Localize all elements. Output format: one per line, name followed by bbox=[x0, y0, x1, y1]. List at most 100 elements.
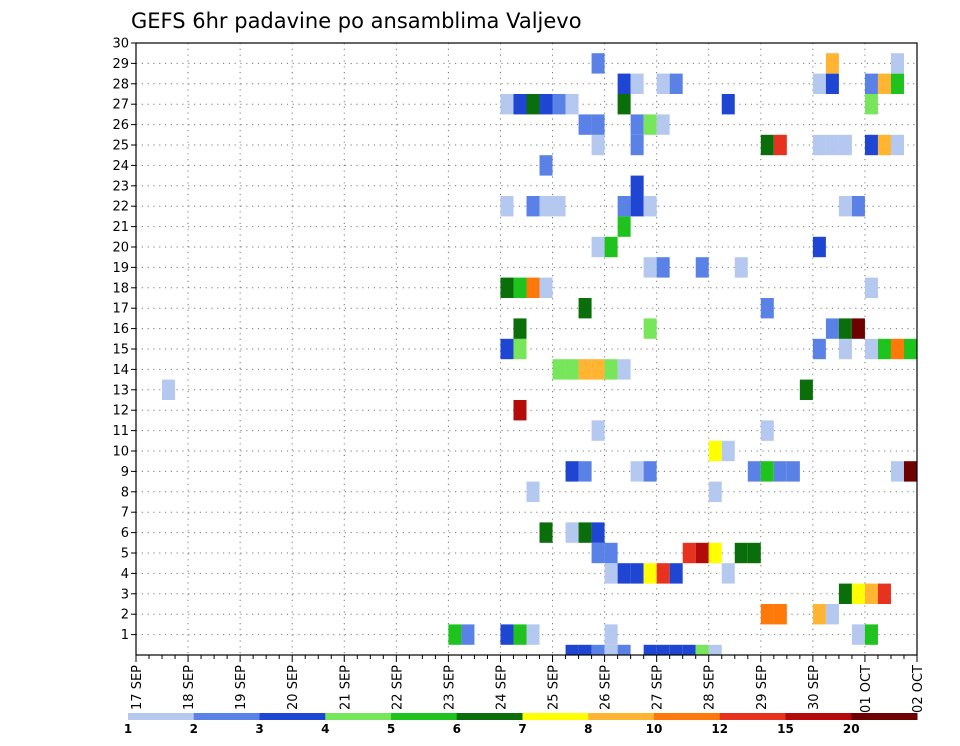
heatmap-cell bbox=[890, 134, 904, 156]
heatmap-cell bbox=[630, 461, 644, 482]
colorbar-swatch bbox=[851, 713, 918, 720]
colorbar-label: 7 bbox=[518, 722, 526, 736]
heatmap-cell bbox=[838, 318, 852, 339]
heatmap-cell bbox=[578, 114, 592, 135]
heatmap-cell bbox=[851, 624, 865, 645]
heatmap-cell bbox=[513, 94, 527, 115]
x-tick-label: 19 SEP bbox=[234, 665, 249, 710]
heatmap-cell bbox=[825, 604, 839, 625]
colorbar-swatch bbox=[522, 713, 589, 720]
y-axis: 1234567891011121314151617181920212223242… bbox=[112, 37, 136, 643]
y-tick-label: 18 bbox=[112, 281, 129, 296]
colorbar-swatch bbox=[193, 713, 260, 720]
heatmap-cell bbox=[513, 400, 527, 421]
x-tick-label: 27 SEP bbox=[651, 665, 666, 710]
colorbar-label: 2 bbox=[190, 722, 198, 736]
heatmap-cell bbox=[890, 53, 904, 74]
colorbar-swatch bbox=[719, 713, 786, 720]
heatmap-cell bbox=[812, 604, 826, 625]
x-tick-label: 25 SEP bbox=[547, 665, 562, 710]
y-tick-label: 9 bbox=[121, 465, 129, 480]
heatmap-cell bbox=[903, 461, 917, 482]
heatmap-cell bbox=[617, 73, 631, 94]
heatmap-cell bbox=[539, 94, 553, 115]
y-tick-label: 3 bbox=[121, 587, 129, 602]
heatmap-cell bbox=[864, 583, 878, 604]
heatmap-cell bbox=[669, 73, 683, 94]
heatmap-cell bbox=[565, 94, 579, 115]
y-tick-label: 20 bbox=[112, 241, 129, 256]
heatmap-cell bbox=[591, 542, 605, 564]
heatmap-cell bbox=[591, 359, 605, 380]
heatmap-cell bbox=[500, 624, 514, 645]
heatmap-cell bbox=[539, 155, 553, 176]
heatmap-cell bbox=[591, 134, 605, 156]
y-tick-label: 12 bbox=[112, 404, 129, 419]
colorbar-label: 6 bbox=[453, 722, 461, 736]
heatmap-cell bbox=[565, 644, 579, 655]
colorbar-label: 20 bbox=[843, 722, 860, 736]
heatmap-cell bbox=[500, 338, 514, 360]
heatmap-cell bbox=[643, 563, 657, 584]
y-tick-label: 2 bbox=[121, 608, 129, 623]
y-tick-label: 24 bbox=[112, 159, 129, 174]
heatmap-cell bbox=[591, 522, 605, 543]
x-tick-label: 29 SEP bbox=[755, 665, 770, 710]
heatmap-cell bbox=[877, 583, 891, 604]
heatmap-cell bbox=[604, 644, 618, 655]
y-tick-label: 16 bbox=[112, 322, 129, 337]
colorbar-label: 10 bbox=[646, 722, 663, 736]
heatmap-cell bbox=[565, 359, 579, 380]
heatmap-cell bbox=[500, 196, 514, 217]
colorbar-swatch bbox=[785, 713, 852, 720]
heatmap-cell bbox=[812, 73, 826, 94]
heatmap-cell bbox=[760, 461, 774, 482]
heatmap-cell bbox=[864, 134, 878, 156]
heatmap-cell bbox=[877, 134, 891, 156]
heatmap-cell bbox=[682, 542, 696, 564]
heatmap-cell bbox=[461, 624, 475, 645]
heatmap-cell bbox=[591, 644, 605, 655]
y-tick-label: 1 bbox=[121, 628, 129, 643]
heatmap-cell bbox=[747, 461, 761, 482]
heatmap-cell bbox=[864, 338, 878, 360]
x-tick-label: 18 SEP bbox=[182, 665, 197, 710]
heatmap-cell bbox=[513, 277, 527, 298]
heatmap-cell bbox=[734, 257, 748, 278]
heatmap-cell bbox=[760, 298, 774, 319]
colorbar-label: 12 bbox=[711, 722, 728, 736]
heatmap-cell bbox=[669, 563, 683, 584]
heatmap-cell bbox=[643, 461, 657, 482]
heatmap-cell bbox=[825, 134, 839, 156]
heatmap-cell bbox=[604, 563, 618, 584]
heatmap-cell bbox=[630, 196, 644, 217]
heatmap-cell bbox=[604, 542, 618, 564]
heatmap-cell bbox=[630, 114, 644, 135]
heatmap-cell bbox=[578, 359, 592, 380]
heatmap-cell bbox=[617, 644, 631, 655]
chart-title: GEFS 6hr padavine po ansamblima Valjevo bbox=[131, 9, 582, 33]
heatmap-cell bbox=[500, 277, 514, 298]
heatmap-cell bbox=[630, 73, 644, 94]
heatmap-cell bbox=[539, 522, 553, 543]
heatmap-cell bbox=[838, 134, 852, 156]
heatmap-cell bbox=[682, 644, 696, 655]
heatmap-cell bbox=[591, 53, 605, 74]
heatmap-cell bbox=[656, 73, 670, 94]
heatmap-cell bbox=[513, 318, 527, 339]
heatmap-cell bbox=[656, 257, 670, 278]
heatmap-cell bbox=[890, 338, 904, 360]
heatmap-cell bbox=[708, 542, 722, 564]
heatmap-cell bbox=[773, 461, 787, 482]
heatmap-cell bbox=[838, 196, 852, 217]
colorbar-label: 8 bbox=[584, 722, 592, 736]
heatmap-cell bbox=[760, 604, 774, 625]
colorbar-label: 4 bbox=[321, 722, 329, 736]
heatmap-cell bbox=[760, 134, 774, 156]
colorbar-swatch bbox=[259, 713, 326, 720]
heatmap-cell bbox=[539, 277, 553, 298]
heatmap-cell bbox=[773, 134, 787, 156]
heatmap-cell bbox=[643, 644, 657, 655]
heatmap-cell bbox=[851, 318, 865, 339]
